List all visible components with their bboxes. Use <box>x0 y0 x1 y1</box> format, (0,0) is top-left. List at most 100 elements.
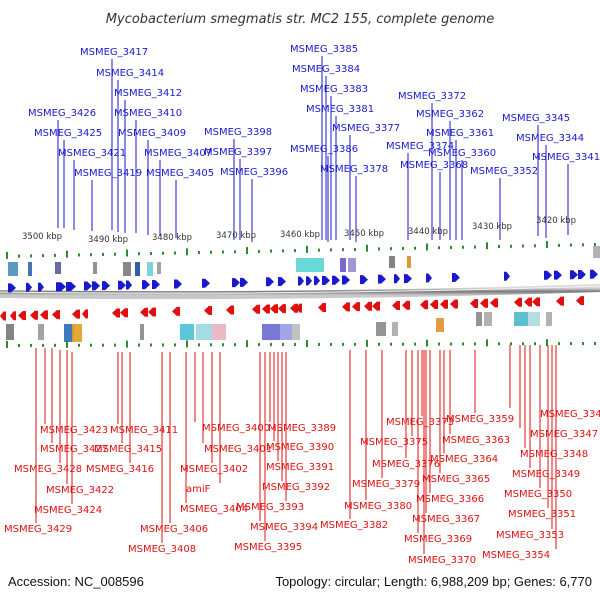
feature-box <box>28 262 32 276</box>
gene-label: MSMEG_3428 <box>14 464 82 475</box>
reverse-gene-arrow <box>120 308 128 318</box>
gene-label: MSMEG_3417 <box>80 47 148 58</box>
scale-tick <box>270 249 272 253</box>
tick-label: 3490 kbp <box>88 235 128 245</box>
forward-gene-arrow <box>322 275 330 285</box>
scale-tick <box>258 343 260 347</box>
reverse-gene-arrow <box>270 304 278 314</box>
tick-label: 3460 kbp <box>280 230 320 240</box>
feature-box <box>72 324 82 342</box>
feature-box <box>157 262 161 274</box>
scale-tick <box>366 339 368 347</box>
scale-tick <box>6 340 8 348</box>
scale-tick <box>414 342 416 346</box>
gene-label: MSMEG_3415 <box>94 444 162 455</box>
scale-tick <box>6 251 8 259</box>
gene-label: MSMEG_3380 <box>344 501 412 512</box>
reverse-gene-arrow <box>470 298 478 308</box>
scale-tick <box>498 245 500 249</box>
scale-tick <box>78 343 80 347</box>
scale-tick <box>222 250 224 254</box>
forward-gene-arrow <box>504 271 510 281</box>
reverse-gene-arrow <box>82 309 88 319</box>
gene-label: MSMEG_3345 <box>502 113 570 124</box>
gene-label: MSMEG_3392 <box>262 482 330 493</box>
feature-box <box>292 324 300 340</box>
scale-tick <box>582 342 584 346</box>
reverse-gene-arrow <box>226 305 234 315</box>
forward-gene-arrow <box>306 276 312 286</box>
gene-label: MSMEG_3386 <box>290 144 358 155</box>
reverse-gene-arrow <box>514 297 522 307</box>
feature-box <box>55 262 61 274</box>
gene-label: MSMEG_3412 <box>114 88 182 99</box>
scale-tick <box>474 342 476 346</box>
forward-gene-arrow <box>394 274 400 284</box>
gene-label: MSMEG_3366 <box>416 494 484 505</box>
feature-box <box>64 324 74 342</box>
scale-tick <box>390 247 392 251</box>
scale-tick <box>570 342 572 346</box>
reverse-gene-arrow <box>140 307 148 317</box>
scale-tick <box>66 340 68 348</box>
reverse-gene-arrow <box>342 302 350 312</box>
gene-label: MSMEG_3401 <box>204 444 272 455</box>
feature-box <box>212 324 226 340</box>
feature-box <box>135 262 140 276</box>
scale-tick <box>318 248 320 252</box>
scale-tick <box>510 244 512 248</box>
forward-gene-arrow <box>174 279 182 289</box>
scale-tick <box>510 342 512 346</box>
scale-tick <box>438 342 440 346</box>
scale-tick <box>426 243 428 251</box>
forward-gene-arrow <box>452 272 460 282</box>
scale-tick <box>450 246 452 249</box>
gene-label: MSMEG_3353 <box>496 530 564 541</box>
reverse-gene-arrow <box>420 300 428 310</box>
gene-label: MSMEG_3362 <box>416 109 484 120</box>
scale-tick <box>462 342 464 346</box>
reverse-gene-arrow <box>10 311 16 321</box>
scale-tick <box>594 342 596 346</box>
gene-label: MSMEG_3373 <box>386 417 454 428</box>
gene-label: MSMEG_3404 <box>180 504 248 515</box>
feature-box <box>484 312 492 326</box>
feature-box <box>140 324 144 340</box>
scale-tick <box>462 245 464 249</box>
feature-box <box>546 312 552 326</box>
feature-box <box>593 246 600 258</box>
forward-gene-arrow <box>66 281 76 291</box>
tick-label: 3440 kbp <box>408 227 448 237</box>
forward-gene-arrow <box>554 270 562 280</box>
forward-gene-arrow <box>404 274 412 284</box>
scale-tick <box>234 250 236 254</box>
scale-tick <box>234 343 236 347</box>
gene-label: MSMEG_3360 <box>428 148 496 159</box>
scale-tick <box>90 253 92 257</box>
gene-label: MSMEG_3422 <box>46 485 114 496</box>
scale-tick <box>282 249 284 253</box>
gene-label: MSMEG_3364 <box>430 454 498 465</box>
feature-box <box>389 256 395 268</box>
forward-gene-arrow <box>152 279 160 289</box>
reverse-gene-arrow <box>112 308 120 318</box>
gene-label: MSMEG_3429 <box>4 524 72 535</box>
gene-label: MSMEG_3405 <box>146 168 214 179</box>
scale-tick <box>438 246 440 250</box>
gene-label: MSMEG_3395 <box>234 542 302 553</box>
gene-label: MSMEG_3400 <box>202 423 270 434</box>
forward-gene-arrow <box>342 275 350 285</box>
feature-box <box>340 258 346 272</box>
scale-tick <box>378 342 380 346</box>
gene-label: MSMEG_3402 <box>180 464 248 475</box>
reverse-gene-arrow <box>318 303 326 313</box>
gene-label: MSMEG_3375 <box>360 437 428 448</box>
tick-label: 3420 kbp <box>536 216 576 226</box>
scale-tick <box>162 343 164 347</box>
gene-label: MSMEG_3427 <box>40 444 108 455</box>
reverse-gene-arrow <box>172 306 180 316</box>
reverse-gene-arrow <box>30 310 38 320</box>
scale-tick <box>330 342 332 346</box>
scale-tick <box>486 242 488 250</box>
forward-gene-arrow <box>56 282 66 292</box>
